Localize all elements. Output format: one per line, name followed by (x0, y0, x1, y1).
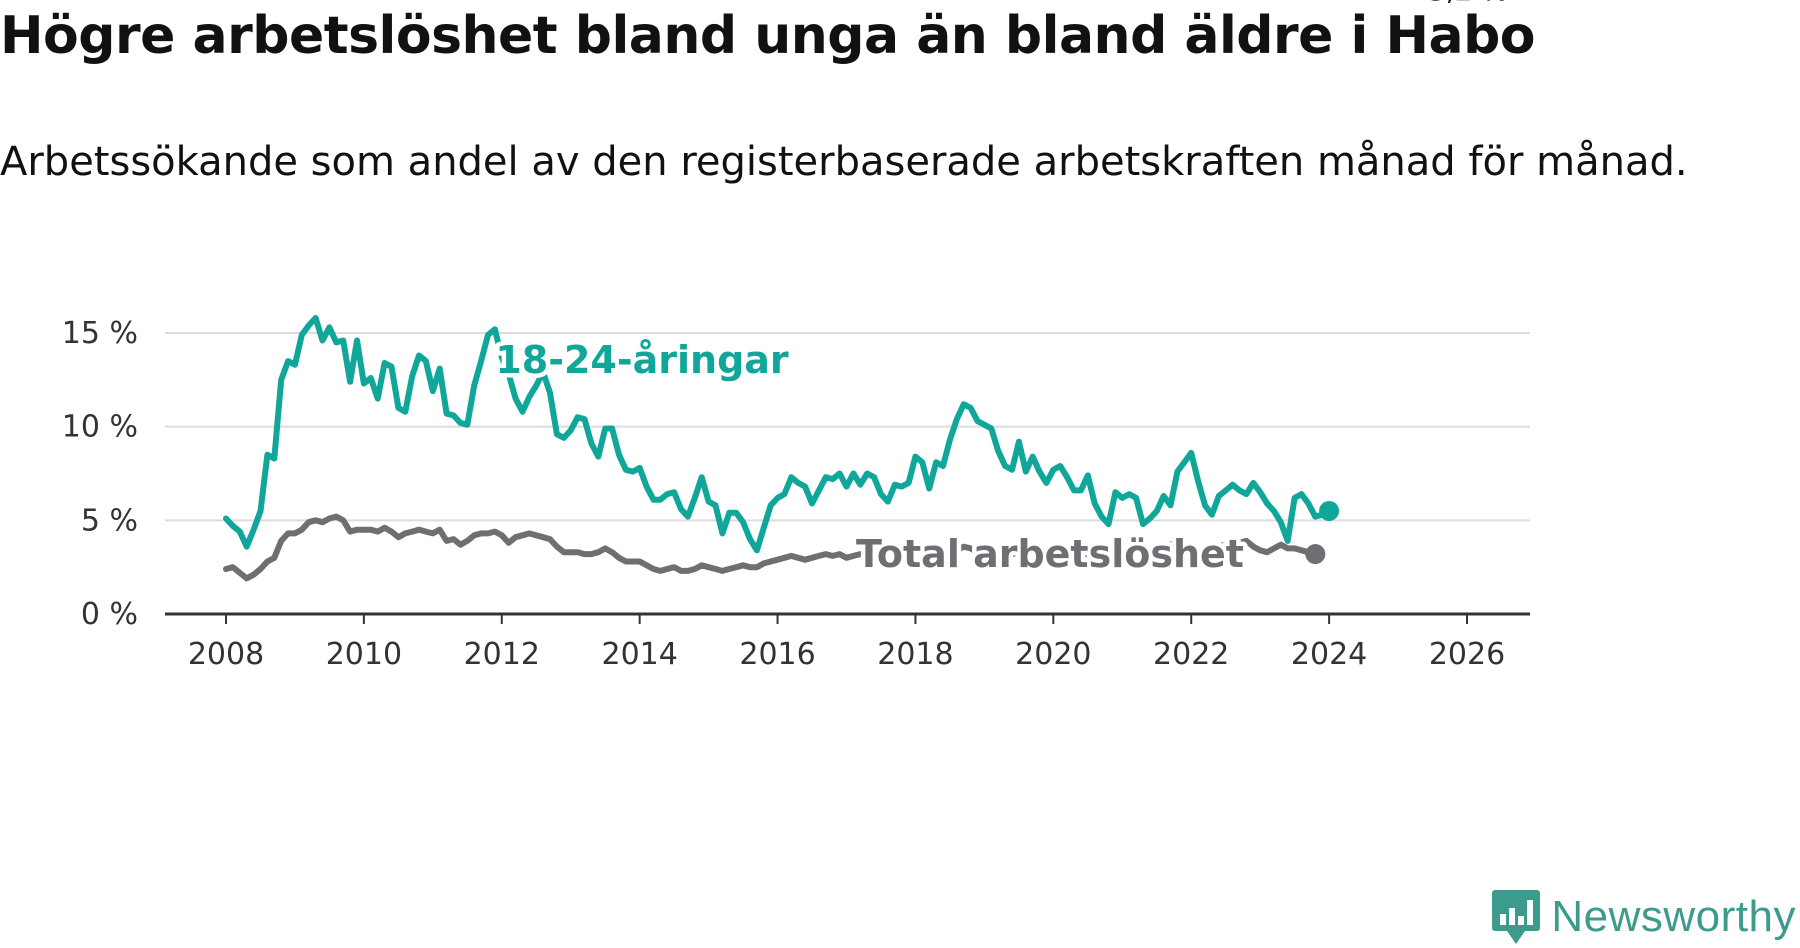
chart-title: Högre arbetslöshet bland unga än bland ä… (0, 6, 1536, 66)
series-end-point-1 (1305, 544, 1326, 565)
chart-subtitle: Arbetssökande som andel av den registerb… (0, 139, 1688, 185)
series-lines (223, 315, 1340, 582)
series-line-1 (223, 513, 1319, 582)
x-tick-label: 2018 (877, 637, 953, 672)
y-tick-label: 10 % (62, 410, 138, 445)
newsworthy-logo: Newsworthy (1491, 888, 1796, 946)
x-tick-label: 2010 (326, 637, 402, 672)
series-labels: 18-24-åringar Total arbetslöshet 5,5 %3,2 … (491, 0, 1513, 581)
x-tick-label: 2016 (739, 637, 815, 672)
x-tick-label: 2008 (188, 637, 264, 672)
x-tick-label: 2024 (1291, 637, 1367, 672)
x-tick-label: 2020 (1015, 637, 1091, 672)
x-tick-label: 2026 (1429, 637, 1505, 672)
y-tick-label: 15 % (62, 316, 138, 351)
x-tick-label: 2022 (1153, 637, 1229, 672)
brand-name: Newsworthy (1551, 892, 1796, 941)
series-label-total: Total arbetslöshet (856, 532, 1244, 576)
newsworthy-logo-icon (1492, 890, 1541, 944)
x-tick-label: 2012 (464, 637, 540, 672)
end-label-total: 3,2 % (1428, 0, 1508, 7)
series-line-0 (223, 315, 1333, 554)
x-tick-label: 2014 (601, 637, 677, 672)
y-tick-label: 5 % (81, 503, 138, 538)
series-end-point-0 (1319, 500, 1340, 521)
series-label-youth: 18-24-åringar (495, 338, 789, 382)
grid-lines (165, 332, 1530, 522)
x-axis: 2008 2010 2012 2014 2016 2018 2020 2022 2024 2026 (165, 612, 1530, 672)
y-axis: 0 % 5 % 10 % 15 % (62, 316, 138, 632)
end-label-youth: 5,5 % (1428, 0, 1508, 7)
y-tick-label: 0 % (81, 597, 138, 632)
